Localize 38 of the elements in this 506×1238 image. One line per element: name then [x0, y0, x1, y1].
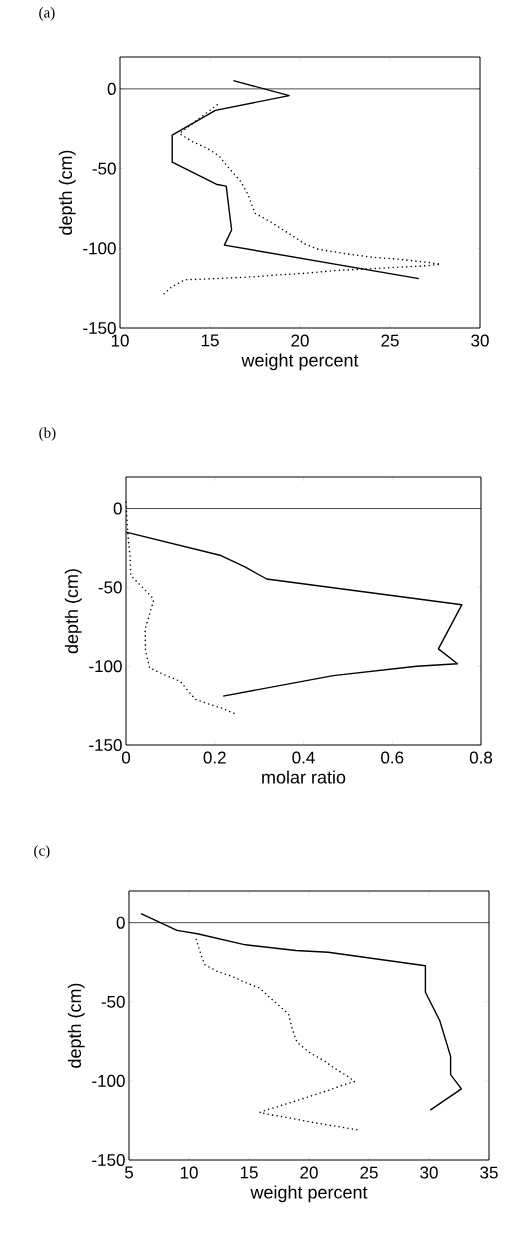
y-tick-label: -50 [101, 995, 125, 1008]
y-tick-label: 0 [113, 502, 122, 515]
x-axis-title: molar ratio [262, 770, 346, 784]
x-tick-label: 20 [291, 334, 309, 347]
x-tick-label: 0.2 [203, 751, 226, 764]
x-tick-label: 5 [124, 1166, 134, 1179]
chart-title: (a) [39, 7, 55, 21]
y-axis-title: depth (cm) [64, 569, 82, 654]
x-axis-title: weight percent [241, 353, 359, 371]
y-tick-label: -100 [89, 660, 122, 673]
y-axis-title: depth (cm) [67, 983, 85, 1068]
chart-title: (b) [39, 427, 56, 441]
y-tick-label: -50 [98, 581, 122, 594]
x-tick-label: 0.8 [469, 751, 493, 764]
x-tick-label: 30 [471, 334, 489, 347]
y-axis-title: depth (cm) [58, 150, 76, 235]
y-tick-label: -150 [83, 321, 116, 335]
x-tick-label: 20 [300, 1166, 318, 1179]
y-tick-label: -100 [92, 1074, 125, 1087]
x-tick-label: 0.6 [381, 751, 404, 764]
x-tick-label: 15 [201, 334, 219, 347]
x-tick-label: 25 [360, 1166, 378, 1179]
x-tick-label: 25 [381, 334, 399, 347]
y-tick-label: -150 [92, 1153, 125, 1167]
x-tick-label: 30 [420, 1166, 438, 1179]
y-tick-label: -100 [83, 242, 116, 255]
x-tick-label: 0.4 [292, 751, 315, 764]
x-tick-label: 10 [180, 1166, 198, 1179]
y-tick-label: 0 [116, 916, 125, 929]
chart-title: (c) [34, 845, 50, 859]
x-tick-label: 35 [480, 1166, 498, 1179]
y-tick-label: -150 [89, 738, 122, 752]
y-tick-label: 0 [107, 82, 116, 95]
x-tick-label: 15 [240, 1166, 258, 1179]
y-tick-label: -50 [92, 162, 116, 175]
x-tick-label: 10 [111, 334, 129, 347]
line-series [195, 938, 359, 1131]
x-axis-title: weight percent [250, 1185, 368, 1203]
